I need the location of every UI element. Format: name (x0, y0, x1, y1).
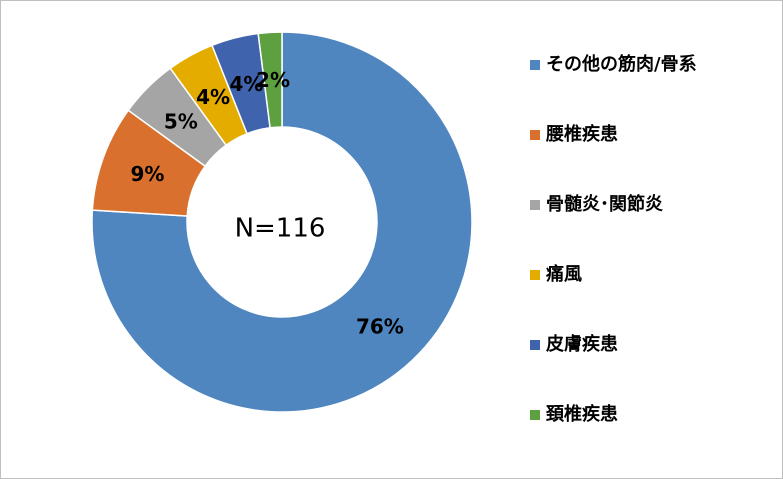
legend-swatch (530, 200, 540, 210)
legend-label: 痛風 (546, 263, 582, 285)
legend-swatch (530, 130, 540, 140)
data-label: 2% (256, 68, 290, 92)
data-label: 5% (164, 109, 198, 133)
legend-label: その他の筋肉/骨系 (546, 53, 697, 75)
center-label: N=116 (235, 214, 326, 244)
data-label: 9% (130, 162, 164, 186)
data-label: 76% (356, 315, 404, 339)
data-label: 4% (229, 72, 263, 96)
legend-swatch (530, 60, 540, 70)
legend-swatch (530, 270, 540, 280)
legend-label: 皮膚疾患 (546, 333, 618, 355)
donut-slice (257, 31, 283, 129)
legend-swatch (530, 340, 540, 350)
data-label: 4% (196, 85, 230, 109)
legend-label: 骨髄炎･関節炎 (546, 193, 663, 215)
legend-label: 頚椎疾患 (545, 403, 618, 425)
legend-swatch (530, 410, 540, 420)
donut-slice (91, 31, 473, 413)
legend-label: 腰椎疾患 (545, 123, 618, 145)
